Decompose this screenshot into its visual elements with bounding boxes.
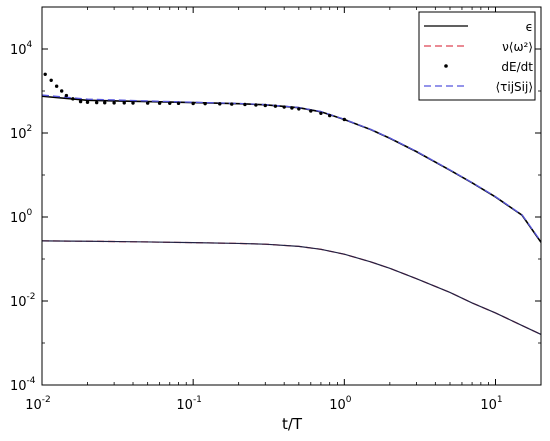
- series-2-point: [157, 101, 162, 105]
- legend-label: ϵ: [526, 20, 533, 34]
- series-2-point: [112, 101, 116, 105]
- series-2-point: [131, 101, 135, 105]
- series-2-point: [64, 93, 69, 98]
- legend-item: dE/dt: [444, 60, 533, 74]
- series-2-point: [122, 101, 126, 105]
- series-2-point: [203, 101, 207, 106]
- series-2-point: [218, 102, 222, 106]
- y-tick-label: 10-2: [10, 292, 36, 310]
- y-tick-label: 102: [10, 124, 32, 142]
- legend: ϵ ν⟨ω²⟩ dE/dt ⟨τijSij⟩: [418, 11, 536, 101]
- series-2-point: [243, 102, 247, 107]
- series-2-point: [342, 117, 347, 122]
- x-tick-label: 100: [329, 395, 352, 413]
- x-tick-label: 10-1: [176, 395, 202, 413]
- series-2-point: [85, 100, 90, 104]
- series-3-line: [41, 240, 542, 336]
- series-2-point: [191, 101, 195, 106]
- series-2-point: [282, 105, 286, 109]
- x-axis-label: t/T: [282, 415, 303, 433]
- series-2-point: [54, 84, 59, 88]
- series-2-point: [309, 109, 313, 113]
- series-2-point: [290, 106, 294, 110]
- legend-marker: [444, 64, 448, 68]
- legend-item: ϵ: [424, 20, 533, 34]
- series-2-point: [327, 113, 332, 118]
- series-2-point: [94, 100, 99, 105]
- series-2-point: [230, 102, 234, 106]
- series-2-point: [319, 111, 323, 115]
- legend-item: ν⟨ω²⟩: [424, 40, 533, 54]
- x-tick-label: 10-2: [25, 395, 51, 413]
- plot-frame: [41, 6, 542, 386]
- series-2-point: [254, 103, 258, 107]
- series-1-line: [41, 94, 542, 242]
- series-2-point: [297, 107, 301, 111]
- series-2-point: [168, 101, 172, 105]
- legend-box: [418, 11, 536, 101]
- series-2-point: [78, 99, 83, 104]
- series-2-point: [49, 78, 53, 82]
- series-0-line: [41, 95, 542, 243]
- series-2-point: [71, 97, 75, 101]
- x-tick-label: 101: [480, 395, 502, 413]
- series-2-point: [43, 72, 47, 76]
- legend-item: ⟨τijSij⟩: [424, 80, 533, 94]
- series-2-point: [176, 101, 181, 106]
- y-tick-label: 10-4: [10, 376, 36, 394]
- series-layer: [41, 72, 542, 336]
- series-2-point: [273, 104, 278, 108]
- legend-label: ⟨τijSij⟩: [495, 80, 533, 94]
- y-tick-label: 100: [10, 208, 33, 226]
- series-2-dots: [43, 72, 347, 122]
- series-2-point: [103, 101, 107, 105]
- legend-label: ν⟨ω²⟩: [502, 40, 533, 54]
- series-2-point: [60, 89, 64, 93]
- series-2-point: [145, 101, 150, 105]
- legend-label: dE/dt: [501, 60, 533, 74]
- series-2-point: [263, 103, 267, 108]
- series-4-line: [41, 240, 542, 335]
- y-tick-label: 104: [10, 40, 33, 58]
